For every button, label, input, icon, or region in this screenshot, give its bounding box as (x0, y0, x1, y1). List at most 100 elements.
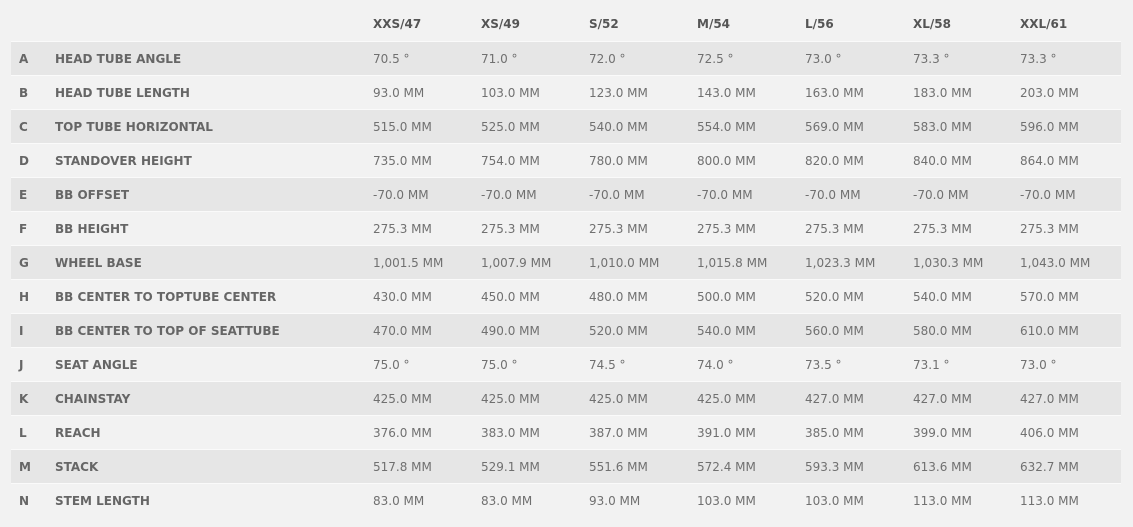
row-value: 515.0 MM (373, 109, 481, 144)
row-value: 560.0 MM (805, 313, 913, 348)
row-value: 613.6 MM (913, 449, 1020, 484)
row-value: 572.4 MM (697, 449, 805, 484)
table-row: J SEAT ANGLE 75.0 ° 75.0 ° 74.5 ° 74.0 ° 73.5 … (11, 347, 1121, 382)
row-value: -70.0 MM (589, 177, 697, 212)
row-value: 70.5 ° (373, 41, 481, 76)
row-value: 520.0 MM (805, 279, 913, 314)
row-value: 275.3 MM (373, 211, 481, 246)
row-letter: K (11, 381, 55, 416)
row-value: 74.5 ° (589, 347, 697, 382)
row-value: 425.0 MM (481, 381, 589, 416)
row-label: STACK (55, 449, 373, 484)
row-letter: L (11, 415, 55, 450)
row-letter: I (11, 313, 55, 348)
row-value: 275.3 MM (805, 211, 913, 246)
table-row: M STACK 517.8 MM 529.1 MM 551.6 MM 572.4 MM 59… (11, 449, 1121, 484)
row-value: 517.8 MM (373, 449, 481, 484)
row-value: 490.0 MM (481, 313, 589, 348)
row-value: 143.0 MM (697, 75, 805, 110)
row-value: 1,030.3 MM (913, 245, 1020, 280)
table-body: A HEAD TUBE ANGLE 70.5 ° 71.0 ° 72.0 ° 72.5 °… (11, 41, 1121, 517)
row-value: 1,023.3 MM (805, 245, 913, 280)
row-value: 385.0 MM (805, 415, 913, 450)
row-value: 1,010.0 MM (589, 245, 697, 280)
row-value: 183.0 MM (913, 75, 1020, 110)
row-value: 480.0 MM (589, 279, 697, 314)
row-value: 596.0 MM (1020, 109, 1121, 144)
row-value: 520.0 MM (589, 313, 697, 348)
row-value: 632.7 MM (1020, 449, 1121, 484)
row-value: 754.0 MM (481, 143, 589, 178)
row-value: 551.6 MM (589, 449, 697, 484)
row-value: 540.0 MM (589, 109, 697, 144)
row-value: 569.0 MM (805, 109, 913, 144)
row-label: BB HEIGHT (55, 211, 373, 246)
header-label (55, 7, 373, 42)
row-value: 275.3 MM (589, 211, 697, 246)
row-value: -70.0 MM (373, 177, 481, 212)
size-header: S/52 (589, 17, 619, 31)
table-row: G WHEEL BASE 1,001.5 MM 1,007.9 MM 1,010.0 M… (11, 245, 1121, 280)
row-label: BB CENTER TO TOPTUBE CENTER (55, 279, 373, 314)
row-value: -70.0 MM (1020, 177, 1121, 212)
row-value: 163.0 MM (805, 75, 913, 110)
geometry-table: XXS/47 XS/49 S/52 M/54 L/56 XL/58 XXL/61 A HEAD… (11, 7, 1121, 517)
row-label: CHAINSTAY (55, 381, 373, 416)
size-header: XXS/47 (373, 17, 422, 31)
size-header: L/56 (805, 17, 834, 31)
row-label: HEAD TUBE ANGLE (55, 41, 373, 76)
row-letter: J (11, 347, 55, 382)
row-letter: G (11, 245, 55, 280)
size-header: M/54 (697, 17, 731, 31)
row-label: BB CENTER TO TOP OF SEATTUBE (55, 313, 373, 348)
row-value: 123.0 MM (589, 75, 697, 110)
size-header: XS/49 (481, 17, 520, 31)
row-value: 376.0 MM (373, 415, 481, 450)
table-row: C TOP TUBE HORIZONTAL 515.0 MM 525.0 MM 540.… (11, 109, 1121, 144)
row-value: 425.0 MM (373, 381, 481, 416)
row-label: HEAD TUBE LENGTH (55, 75, 373, 110)
row-value: 73.3 ° (1020, 41, 1121, 76)
row-value: 73.1 ° (913, 347, 1020, 382)
table-row: E BB OFFSET -70.0 MM -70.0 MM -70.0 MM -70.0 … (11, 177, 1121, 212)
row-letter: A (11, 41, 55, 76)
table-row: K CHAINSTAY 425.0 MM 425.0 MM 425.0 MM 425.0 … (11, 381, 1121, 416)
row-value: 103.0 MM (481, 75, 589, 110)
row-letter: D (11, 143, 55, 178)
row-value: 383.0 MM (481, 415, 589, 450)
header-row: XXS/47 XS/49 S/52 M/54 L/56 XL/58 XXL/61 (11, 7, 1121, 42)
row-label: STANDOVER HEIGHT (55, 143, 373, 178)
row-value: 840.0 MM (913, 143, 1020, 178)
row-value: 580.0 MM (913, 313, 1020, 348)
row-letter: H (11, 279, 55, 314)
row-label: SEAT ANGLE (55, 347, 373, 382)
row-value: 800.0 MM (697, 143, 805, 178)
row-value: 73.3 ° (913, 41, 1020, 76)
row-value: 593.3 MM (805, 449, 913, 484)
row-label: BB OFFSET (55, 177, 373, 212)
size-header: XXL/61 (1020, 17, 1068, 31)
row-value: 570.0 MM (1020, 279, 1121, 314)
row-value: 425.0 MM (589, 381, 697, 416)
row-value: 820.0 MM (805, 143, 913, 178)
row-value: 83.0 MM (481, 483, 589, 517)
row-value: -70.0 MM (805, 177, 913, 212)
row-value: 103.0 MM (805, 483, 913, 517)
row-value: 103.0 MM (697, 483, 805, 517)
row-value: 427.0 MM (913, 381, 1020, 416)
row-value: 1,043.0 MM (1020, 245, 1121, 280)
row-value: 113.0 MM (1020, 483, 1121, 517)
row-value: 93.0 MM (373, 75, 481, 110)
row-value: 74.0 ° (697, 347, 805, 382)
row-value: 470.0 MM (373, 313, 481, 348)
row-value: 387.0 MM (589, 415, 697, 450)
table-row: I BB CENTER TO TOP OF SEATTUBE 470.0 MM 490… (11, 313, 1121, 348)
row-value: -70.0 MM (481, 177, 589, 212)
row-value: 529.1 MM (481, 449, 589, 484)
row-value: 75.0 ° (373, 347, 481, 382)
table-row: A HEAD TUBE ANGLE 70.5 ° 71.0 ° 72.0 ° 72.5 °… (11, 41, 1121, 76)
header-letter (11, 7, 55, 42)
row-value: 73.0 ° (805, 41, 913, 76)
row-value: 500.0 MM (697, 279, 805, 314)
row-value: 525.0 MM (481, 109, 589, 144)
